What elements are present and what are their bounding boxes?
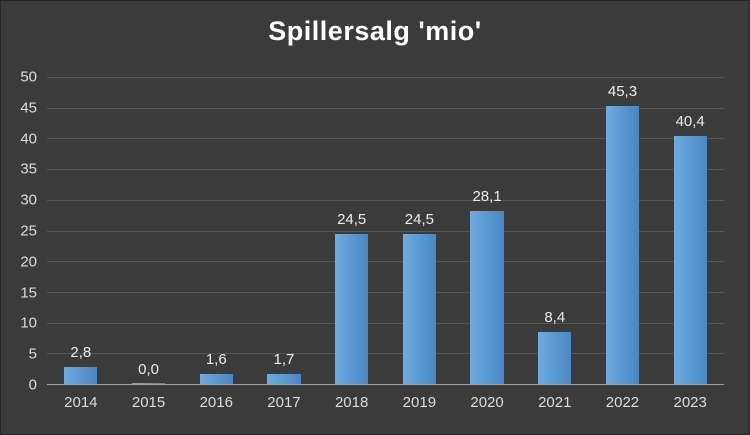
x-tick-label: 2022 bbox=[605, 394, 640, 411]
bar-column-2014: 2,8 bbox=[47, 77, 115, 384]
gridline bbox=[47, 322, 724, 324]
bar-column-2018: 24,5 bbox=[318, 77, 386, 384]
bar-value-label: 24,5 bbox=[337, 210, 367, 228]
gridline bbox=[47, 77, 724, 78]
bar-column-2019: 24,5 bbox=[386, 77, 454, 384]
y-tick-label: 35 bbox=[20, 160, 37, 178]
bar-value-label: 28,1 bbox=[472, 188, 502, 206]
bar-2015 bbox=[131, 383, 166, 384]
bar-column-2020: 28,1 bbox=[453, 77, 521, 384]
y-tick-label: 30 bbox=[20, 191, 37, 209]
bar-2016 bbox=[199, 374, 233, 384]
bar-column-2023: 40,4 bbox=[656, 77, 724, 384]
bar-column-2022: 45,3 bbox=[589, 77, 657, 384]
gridline bbox=[47, 261, 724, 263]
y-tick-label: 20 bbox=[20, 253, 37, 271]
x-tick-label: 2017 bbox=[267, 394, 301, 411]
y-tick-label: 40 bbox=[20, 130, 37, 148]
bar-column-2021: 8,4 bbox=[521, 77, 589, 384]
x-tick-label: 2016 bbox=[199, 394, 233, 411]
gridline bbox=[47, 230, 724, 232]
bar-value-label: 45,3 bbox=[607, 82, 638, 100]
bar-2020 bbox=[470, 211, 504, 384]
x-tick-label: 2020 bbox=[470, 394, 504, 411]
y-tick-label: 15 bbox=[20, 284, 37, 302]
x-tick-label: 2018 bbox=[334, 394, 369, 411]
y-axis: 0 5 10 15 20 25 30 35 40 45 50 bbox=[9, 69, 47, 394]
bars-layer: 2,8 0,0 1,6 1,7 24,5 24,5 28,1 8,4 45,3 40,4 bbox=[47, 77, 724, 384]
x-tick-label: 2021 bbox=[538, 394, 572, 411]
y-tick-label: 0 bbox=[28, 376, 37, 394]
y-tick-label: 5 bbox=[28, 345, 37, 363]
bar-value-label: 24,5 bbox=[404, 210, 434, 228]
bar-2018 bbox=[335, 233, 369, 384]
bar-column-2017: 1,7 bbox=[250, 77, 318, 384]
gridlines bbox=[47, 77, 724, 384]
bar-2021 bbox=[538, 332, 572, 384]
gridline bbox=[47, 107, 724, 109]
y-tick-label: 50 bbox=[20, 68, 37, 86]
gridline bbox=[47, 353, 724, 355]
bar-2019 bbox=[402, 233, 436, 384]
x-tick-label: 2019 bbox=[402, 394, 437, 411]
bar-column-2016: 1,6 bbox=[182, 77, 250, 384]
chart-title: Spillersalg 'mio' bbox=[268, 16, 482, 46]
plot-area: 2,8 0,0 1,6 1,7 24,5 24,5 28,1 8,4 45,3 40,4 bbox=[47, 77, 724, 385]
bar-value-label: 1,6 bbox=[205, 351, 227, 369]
bar-2017 bbox=[267, 373, 301, 384]
bar-2022 bbox=[605, 105, 640, 384]
x-tick-label: 2015 bbox=[131, 394, 166, 411]
y-tick-label: 10 bbox=[20, 314, 37, 332]
y-tick-label: 25 bbox=[20, 222, 37, 240]
gridline bbox=[47, 169, 724, 171]
gridline bbox=[47, 199, 724, 201]
bar-2014 bbox=[64, 366, 98, 384]
x-axis: 2014 2015 2016 2017 2018 2019 2020 2021 2022 2023 bbox=[47, 385, 724, 411]
gridline bbox=[47, 138, 724, 140]
bar-value-label: 1,7 bbox=[273, 350, 295, 368]
bar-value-label: 40,4 bbox=[675, 112, 705, 130]
y-tick-label: 45 bbox=[20, 99, 37, 117]
bar-column-2015: 0,0 bbox=[115, 77, 183, 384]
bar-2023 bbox=[673, 135, 707, 384]
bar-value-label: 2,8 bbox=[70, 343, 92, 361]
chart-body: 0 5 10 15 20 25 30 35 40 45 50 2,8 0,0 1,6 1,7 24,5 24,… bbox=[9, 69, 724, 394]
x-tick-label: 2023 bbox=[673, 394, 707, 411]
x-tick-label: 2014 bbox=[64, 394, 98, 411]
bar-value-label: 8,4 bbox=[544, 309, 566, 327]
gridline bbox=[47, 291, 724, 293]
bar-value-label: 0,0 bbox=[138, 361, 159, 378]
